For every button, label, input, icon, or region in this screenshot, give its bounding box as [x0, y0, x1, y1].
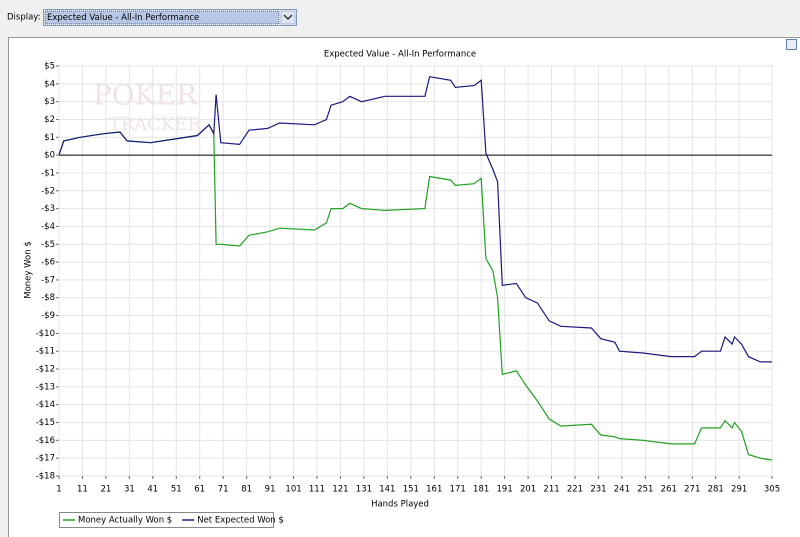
x-tick-label: 251 — [637, 485, 653, 495]
x-tick-label: 181 — [473, 485, 489, 495]
y-tick-label: -$2 — [41, 186, 55, 196]
y-tick-label: -$4 — [41, 222, 55, 232]
x-tick-label: 41 — [147, 485, 158, 495]
x-tick-label: 111 — [309, 485, 325, 495]
x-tick-label: 61 — [194, 485, 205, 495]
y-tick-label: -$7 — [41, 275, 55, 285]
series-line — [58, 76, 772, 363]
x-tick-label: 241 — [614, 485, 630, 495]
legend — [59, 512, 274, 528]
y-tick-label: -$16 — [36, 436, 55, 446]
x-tick-label: 271 — [684, 485, 700, 495]
arrow-icon — [283, 14, 293, 21]
watermark: TRACKER — [109, 114, 202, 135]
x-tick-label: 31 — [124, 485, 135, 495]
x-tick-label: 51 — [171, 485, 182, 495]
legend-label: Net Expected Won $ — [197, 516, 284, 526]
y-tick-label: -$8 — [41, 293, 55, 303]
x-tick-label: 281 — [708, 485, 724, 495]
y-tick-label: -$1 — [41, 168, 55, 178]
y-tick-label: -$3 — [41, 204, 55, 214]
y-tick-label: -$15 — [36, 418, 55, 428]
y-tick-label: $1 — [44, 133, 55, 143]
x-tick-label: 121 — [332, 485, 348, 495]
y-tick-label: -$18 — [36, 472, 55, 482]
y-tick-label: $5 — [44, 62, 55, 72]
y-tick-label: -$14 — [36, 400, 55, 410]
select-highlight — [44, 10, 280, 25]
y-tick-label: -$6 — [41, 258, 55, 268]
x-tick-label: 231 — [590, 485, 606, 495]
x-tick-label: 171 — [450, 485, 466, 495]
y-tick-label: $0 — [44, 151, 55, 161]
x-tick-label: 81 — [241, 485, 252, 495]
y-tick-label: $2 — [44, 115, 55, 125]
x-tick-label: 1 — [56, 485, 61, 495]
x-tick-label: 211 — [543, 485, 559, 495]
chart-title: Expected Value - All-In Performance — [324, 50, 476, 60]
select-value[interactable]: Expected Value - All-In Performance — [47, 13, 199, 23]
x-tick-label: 191 — [497, 485, 513, 495]
y-axis-label: Money Won $ — [24, 241, 34, 299]
x-tick-label: 161 — [426, 485, 442, 495]
x-tick-label: 221 — [567, 485, 583, 495]
y-tick-label: -$5 — [41, 240, 55, 250]
x-tick-label: 91 — [265, 485, 276, 495]
x-tick-label: 21 — [100, 485, 111, 495]
x-tick-label: 261 — [661, 485, 677, 495]
x-tick-label: 11 — [77, 485, 88, 495]
x-tick-label: 71 — [218, 485, 229, 495]
y-tick-label: -$17 — [36, 454, 55, 464]
x-tick-label: 305 — [764, 485, 780, 495]
y-tick-label: -$10 — [36, 329, 55, 339]
y-tick-label: -$9 — [41, 311, 55, 321]
x-tick-label: 291 — [731, 485, 747, 495]
select-arrow[interactable] — [280, 10, 296, 25]
x-tick-label: 131 — [356, 485, 372, 495]
maximize-button[interactable] — [786, 39, 797, 50]
x-tick-label: 141 — [379, 485, 395, 495]
x-axis-label: Hands Played — [371, 500, 429, 510]
legend-label: Money Actually Won $ — [78, 516, 172, 526]
x-tick-label: 151 — [403, 485, 419, 495]
y-tick-label: $3 — [44, 97, 55, 107]
x-tick-label: 201 — [520, 485, 536, 495]
display-label: Display: — [7, 13, 41, 23]
y-tick-label: -$11 — [36, 347, 55, 357]
y-tick-label: -$12 — [36, 365, 55, 375]
y-tick-label: -$13 — [36, 382, 55, 392]
plot-area — [58, 65, 773, 477]
x-tick-label: 101 — [285, 485, 301, 495]
display-select[interactable]: Expected Value - All-In Performance — [43, 9, 297, 26]
y-tick-label: $4 — [44, 79, 55, 89]
